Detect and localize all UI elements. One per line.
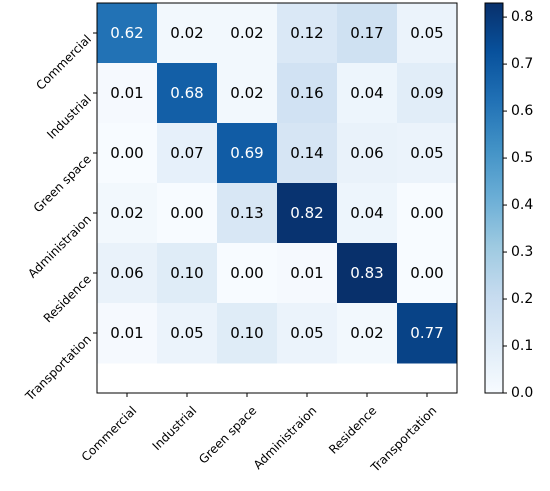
- colorbar-tick-label: 0.2: [511, 291, 533, 307]
- x-tick-label: Industrial: [150, 403, 200, 453]
- cell-value-label: 0.14: [290, 144, 323, 162]
- heatmap-cell: [97, 63, 158, 124]
- heatmap-cell: [217, 183, 278, 244]
- heatmap-cell: [157, 3, 218, 64]
- heatmap-cell: [157, 303, 218, 364]
- cell-value-label: 0.13: [230, 204, 263, 222]
- heatmap-cell: [97, 183, 158, 244]
- cell-value-label: 0.10: [230, 324, 263, 342]
- heatmap-cell: [337, 243, 398, 304]
- y-tick-label: Transportation: [22, 332, 94, 404]
- colorbar-tick-label: 0.5: [511, 150, 533, 166]
- heatmap-cell: [217, 123, 278, 184]
- cell-value-label: 0.17: [350, 24, 383, 42]
- cell-value-label: 0.10: [170, 264, 203, 282]
- cell-value-label: 0.68: [170, 84, 203, 102]
- heatmap-cell: [337, 183, 398, 244]
- y-tick-label: Administraion: [25, 212, 94, 281]
- heatmap-cell: [277, 123, 338, 184]
- colorbar-tick-label: 0.6: [511, 103, 533, 119]
- heatmap-cell: [277, 3, 338, 64]
- heatmap-cell: [397, 303, 458, 364]
- heatmap-cell: [157, 183, 218, 244]
- cell-value-label: 0.01: [110, 324, 143, 342]
- y-tick-label: Commercial: [33, 32, 94, 93]
- colorbar-tick-label: 0.0: [511, 385, 533, 401]
- colorbar-tick-label: 0.4: [511, 197, 533, 213]
- heatmap-cell: [217, 3, 278, 64]
- heatmap-cell: [337, 63, 398, 124]
- cell-value-label: 0.16: [290, 84, 323, 102]
- heatmap-cell: [277, 243, 338, 304]
- cell-value-label: 0.01: [110, 84, 143, 102]
- cell-value-label: 0.02: [230, 84, 263, 102]
- heatmap-cells: 0.62 0.02 0.02 0.12 0.17 0.05 0.01 0.68 0.02 0.16…: [97, 3, 458, 364]
- heatmap-cell: [397, 123, 458, 184]
- cell-value-label: 0.06: [110, 264, 143, 282]
- heatmap-cell: [277, 183, 338, 244]
- cell-value-label: 0.69: [230, 144, 263, 162]
- cell-value-label: 0.00: [170, 204, 203, 222]
- heatmap-cell: [97, 303, 158, 364]
- cell-value-label: 0.06: [350, 144, 383, 162]
- heatmap-cell: [337, 303, 398, 364]
- heatmap-cell: [157, 123, 218, 184]
- y-tick-label: Industrial: [44, 92, 94, 142]
- heatmap-cell: [157, 63, 218, 124]
- heatmap-cell: [97, 3, 158, 64]
- cell-value-label: 0.02: [110, 204, 143, 222]
- heatmap-cell: [97, 243, 158, 304]
- x-tick-label: Administraion: [251, 403, 320, 472]
- cell-value-label: 0.05: [410, 24, 443, 42]
- heatmap-cell: [397, 243, 458, 304]
- cell-value-label: 0.07: [170, 144, 203, 162]
- cell-value-label: 0.05: [410, 144, 443, 162]
- heatmap-cell: [157, 243, 218, 304]
- colorbar-tick-label: 0.3: [511, 244, 533, 260]
- cell-value-label: 0.02: [350, 324, 383, 342]
- cell-value-label: 0.02: [170, 24, 203, 42]
- heatmap-cell: [217, 63, 278, 124]
- heatmap-cell: [337, 123, 398, 184]
- cell-value-label: 0.01: [290, 264, 323, 282]
- cell-value-label: 0.05: [290, 324, 323, 342]
- cell-value-label: 0.83: [350, 264, 383, 282]
- x-tick-label: Commercial: [79, 403, 140, 464]
- x-tick-label: Green space: [196, 403, 259, 466]
- cell-value-label: 0.04: [350, 84, 383, 102]
- cell-value-label: 0.77: [410, 324, 443, 342]
- heatmap-cell: [217, 303, 278, 364]
- heatmap-cell: [397, 3, 458, 64]
- cell-value-label: 0.00: [410, 264, 443, 282]
- cell-value-label: 0.05: [170, 324, 203, 342]
- colorbar-tick-label: 0.8: [511, 9, 533, 25]
- heatmap-cell: [397, 63, 458, 124]
- cell-value-label: 0.00: [230, 264, 263, 282]
- heatmap-cell: [397, 183, 458, 244]
- colorbar-tick-label: 0.1: [511, 338, 533, 354]
- colorbar-tick-label: 0.7: [511, 56, 533, 72]
- colorbar-ticks: 0.0 0.1 0.2 0.3 0.4 0.5 0.6 0.7 0.8: [503, 9, 533, 401]
- heatmap-cell: [97, 123, 158, 184]
- heatmap-cell: [277, 63, 338, 124]
- cell-value-label: 0.02: [230, 24, 263, 42]
- cell-value-label: 0.12: [290, 24, 323, 42]
- heatmap-cell: [217, 243, 278, 304]
- plot-frame: [96, 2, 458, 394]
- y-tick-label: Green space: [31, 152, 94, 215]
- cell-value-label: 0.82: [290, 204, 323, 222]
- heatmap-cell: [277, 303, 338, 364]
- heatmap-cell: [337, 3, 398, 64]
- cell-value-label: 0.62: [110, 24, 143, 42]
- cell-value-label: 0.09: [410, 84, 443, 102]
- y-tick-label: Residence: [41, 272, 94, 325]
- cell-value-label: 0.00: [410, 204, 443, 222]
- cell-value-label: 0.04: [350, 204, 383, 222]
- colorbar: [484, 2, 504, 394]
- x-tick-label: Residence: [326, 403, 379, 456]
- cell-value-label: 0.00: [110, 144, 143, 162]
